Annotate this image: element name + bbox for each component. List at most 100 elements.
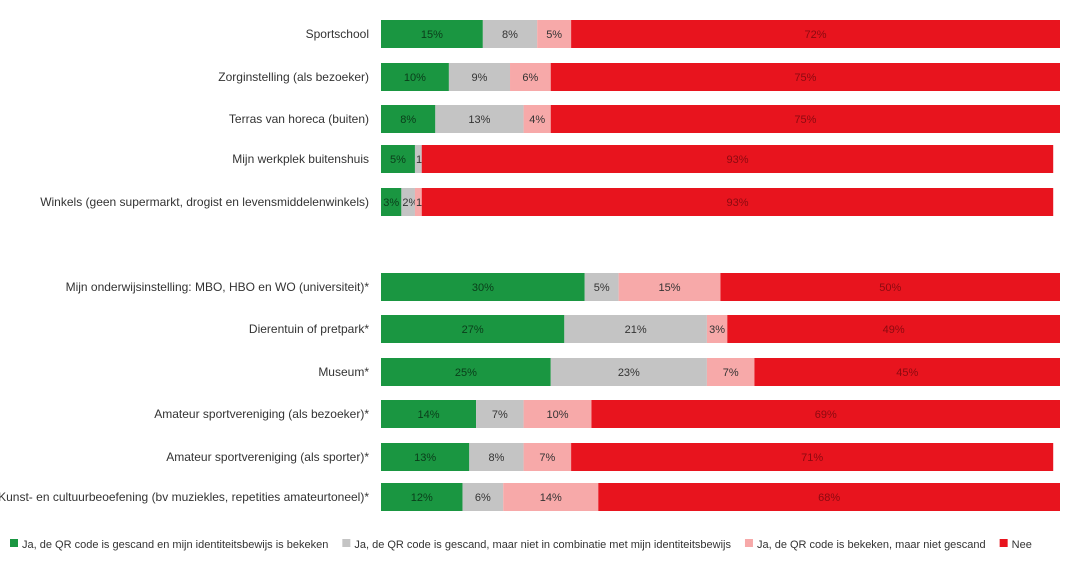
data-label: 5% (390, 154, 406, 166)
legend-item: Ja, de QR code is gescand, maar niet in … (342, 539, 731, 551)
category-label: Dierentuin of pretpark* (249, 322, 369, 336)
legend-label: Ja, de QR code is gescand en mijn identi… (22, 539, 328, 551)
bar-segment (381, 273, 585, 301)
bar-segment (381, 20, 483, 48)
data-label: 10% (404, 72, 426, 84)
category-label: Kunst- en cultuurbeoefening (bv muziekle… (0, 490, 369, 504)
bar-segment (435, 105, 524, 133)
data-label: 13% (414, 452, 436, 464)
data-label: 75% (794, 114, 816, 126)
legend-item: Ja, de QR code is gescand en mijn identi… (10, 539, 328, 551)
bar-segment (706, 315, 728, 343)
legend-label: Ja, de QR code is gescand, maar niet in … (354, 539, 731, 551)
category-labels: Sportschool Zorginstelling (als bezoeker)… (0, 27, 369, 504)
bar-segment (550, 105, 1060, 133)
data-label: 23% (618, 367, 640, 379)
bar-segment (381, 145, 415, 173)
legend-swatch (999, 539, 1008, 547)
data-label: 14% (540, 492, 562, 504)
data-label: 50% (879, 282, 901, 294)
legend-item: Nee (999, 539, 1032, 551)
legend: Ja, de QR code is gescand en mijn identi… (10, 539, 1032, 551)
category-label: Zorginstelling (als bezoeker) (218, 70, 369, 84)
legend-item: Ja, de QR code is bekeken, maar niet ges… (744, 539, 986, 551)
data-label: 93% (726, 197, 748, 209)
data-label: 3% (383, 197, 399, 209)
data-label: 49% (883, 324, 905, 336)
bar-segment (523, 400, 592, 428)
data-label: 12% (411, 492, 433, 504)
bar-segment (571, 20, 1060, 48)
data-label: 75% (794, 72, 816, 84)
bar-segment (421, 188, 1054, 216)
data-label: 5% (546, 29, 562, 41)
data-label: 8% (400, 114, 416, 126)
legend-swatch (342, 539, 351, 547)
legend-swatch (10, 539, 18, 547)
data-label: 6% (475, 492, 491, 504)
data-label: 15% (659, 282, 681, 294)
bar-segment (476, 400, 524, 428)
data-label: 14% (418, 409, 440, 421)
category-label: Mijn onderwijsinstelling: MBO, HBO en WO… (66, 280, 370, 294)
data-label: 15% (421, 29, 443, 41)
data-label: 13% (468, 114, 490, 126)
bar-segment (381, 315, 565, 343)
bar-segment (571, 443, 1054, 471)
bar-segment (381, 188, 402, 216)
bar-segment (537, 20, 572, 48)
bar-segment (754, 358, 1060, 386)
data-label: 8% (502, 29, 518, 41)
legend-swatch (744, 539, 753, 547)
legend-label: Nee (1012, 539, 1032, 551)
bar-segment (510, 63, 551, 91)
data-label: 10% (547, 409, 569, 421)
bar-segment (401, 188, 415, 216)
data-label: 30% (472, 282, 494, 294)
category-label: Terras van horeca (buiten) (229, 112, 369, 126)
data-label: 45% (896, 367, 918, 379)
data-label: 21% (625, 324, 647, 336)
bar-segment (564, 315, 707, 343)
data-label: 93% (726, 154, 748, 166)
bar-segment (381, 358, 551, 386)
category-label: Winkels (geen supermarkt, drogist en lev… (40, 195, 369, 209)
bar-segment (550, 358, 707, 386)
data-label: 69% (815, 409, 837, 421)
bar-segment (720, 273, 1060, 301)
bar-segment (591, 400, 1060, 428)
bar-segment (381, 400, 477, 428)
bar-segment (550, 63, 1060, 91)
data-label: 71% (801, 452, 823, 464)
bar-segment (462, 483, 504, 511)
bar-segment (414, 188, 422, 216)
bar-segment (381, 483, 463, 511)
data-label: 7% (723, 367, 739, 379)
data-label: 8% (488, 452, 504, 464)
data-label: 7% (539, 452, 555, 464)
bar-segment (448, 63, 511, 91)
data-label: 72% (805, 29, 827, 41)
data-label: 68% (818, 492, 840, 504)
bar-segment (727, 315, 1060, 343)
bar-segment (469, 443, 524, 471)
bar-segment (503, 483, 599, 511)
bar-segment (706, 358, 755, 386)
bar-segment (618, 273, 721, 301)
legend-label: Ja, de QR code is bekeken, maar niet ges… (757, 539, 986, 551)
data-label: 6% (522, 72, 538, 84)
category-label: Sportschool (306, 27, 369, 41)
bar-segment (381, 105, 436, 133)
bar-segment (523, 105, 551, 133)
category-label: Amateur sportvereniging (als sporter)* (166, 450, 369, 464)
bar-segment (598, 483, 1060, 511)
bar-segment (381, 63, 449, 91)
data-label: 9% (471, 72, 487, 84)
data-label: 3% (709, 324, 725, 336)
data-label: 25% (455, 367, 477, 379)
bar-segment (414, 145, 422, 173)
bar-segment (381, 443, 470, 471)
bar-segment (523, 443, 572, 471)
category-label: Amateur sportvereniging (als bezoeker)* (154, 407, 369, 421)
